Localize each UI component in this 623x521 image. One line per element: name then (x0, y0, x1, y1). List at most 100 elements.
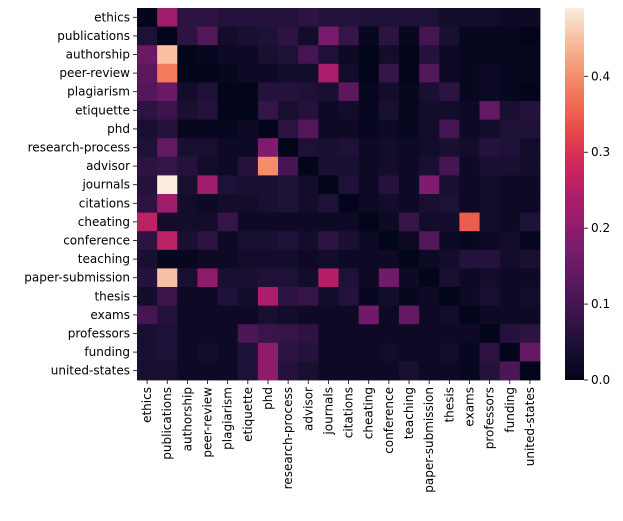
heatmap-cell (257, 138, 279, 158)
heatmap-cell (197, 45, 218, 65)
heatmap-cell (378, 82, 400, 102)
heatmap-cell (177, 361, 198, 381)
heatmap-cell (137, 26, 158, 46)
heatmap-cell (318, 156, 339, 176)
heatmap-cell (479, 119, 501, 139)
heatmap-cell (459, 361, 480, 381)
heatmap-cell (459, 212, 480, 232)
heatmap-cell (459, 305, 480, 325)
heatmap-cell (398, 45, 420, 65)
heatmap-cell (197, 268, 218, 288)
heatmap-cell (137, 342, 158, 362)
heatmap-cell (177, 175, 198, 195)
heatmap-cell (157, 101, 178, 120)
heatmap-cell (298, 175, 319, 195)
heatmap-cell (338, 8, 360, 27)
heatmap-cell (318, 175, 339, 195)
heatmap-cell (177, 287, 198, 306)
heatmap-cell (157, 194, 178, 213)
heatmap-cell (157, 138, 178, 158)
x-tick-label: cheating (362, 387, 376, 439)
y-tick-label: authorship (66, 48, 130, 62)
heatmap-cell (177, 305, 198, 325)
x-tick-label: funding (503, 387, 517, 433)
heatmap-cell (137, 45, 158, 65)
heatmap-cell (318, 63, 339, 83)
heatmap-cell (378, 212, 400, 232)
heatmap-cell (278, 268, 299, 288)
heatmap-cell (257, 119, 279, 139)
heatmap-cell (318, 8, 339, 27)
heatmap-cell (479, 249, 501, 269)
colorbar: 0.0 0.1 0.2 0.3 0.4 (565, 8, 610, 387)
heatmap-cell (237, 231, 259, 251)
heatmap-cell (519, 249, 541, 269)
heatmap-cell (298, 194, 319, 213)
heatmap-cell (419, 175, 440, 195)
heatmap-cell (278, 361, 299, 381)
heatmap-cell (419, 45, 440, 65)
heatmap-cell (358, 194, 380, 213)
heatmap-cell (298, 8, 319, 27)
heatmap-cell (157, 342, 178, 362)
heatmap-cell (479, 305, 501, 325)
heatmap-cell (137, 119, 158, 139)
y-tick-label: exams (90, 308, 130, 322)
heatmap-cell (257, 175, 279, 195)
heatmap-cell (398, 342, 420, 362)
heatmap-cell (439, 287, 460, 306)
heatmap-cell (519, 8, 541, 27)
heatmap-cell (177, 342, 198, 362)
heatmap-cell (519, 305, 541, 325)
heatmap-cell (499, 175, 521, 195)
heatmap-cell (217, 342, 239, 362)
heatmap-cell (137, 8, 158, 27)
heatmap-cell (217, 194, 239, 213)
heatmap-cell (338, 119, 360, 139)
heatmap-cell (197, 175, 218, 195)
heatmap-cell (257, 101, 279, 120)
heatmap-cell (459, 156, 480, 176)
heatmap-cell (358, 8, 380, 27)
heatmap-cell (257, 26, 279, 46)
heatmap-cell (499, 342, 521, 362)
heatmap-cell (318, 342, 339, 362)
heatmap-cell (197, 212, 218, 232)
heatmap-cell (257, 194, 279, 213)
heatmap-cell (358, 287, 380, 306)
heatmap-cell (157, 231, 178, 251)
x-tick-label: teaching (402, 387, 416, 439)
heatmap-cell (519, 324, 541, 344)
heatmap-cell (137, 82, 158, 102)
y-tick-label: united-states (51, 364, 130, 378)
heatmap-cell (298, 82, 319, 102)
heatmap-cell (398, 119, 420, 139)
heatmap-cell (278, 8, 299, 27)
heatmap-cell (398, 63, 420, 83)
heatmap-cell (519, 194, 541, 213)
heatmap-cell (479, 268, 501, 288)
heatmap-cell (519, 212, 541, 232)
heatmap-cell (197, 82, 218, 102)
heatmap-cell (459, 101, 480, 120)
heatmap-cell (398, 156, 420, 176)
heatmap-cell (459, 324, 480, 344)
heatmap-cell (419, 101, 440, 120)
y-tick-label: etiquette (75, 103, 130, 117)
heatmap-cell (237, 119, 259, 139)
heatmap-cell (398, 249, 420, 269)
y-tick-label: paper-submission (24, 271, 130, 285)
heatmap-cell (177, 212, 198, 232)
heatmap-cell (499, 249, 521, 269)
heatmap-cell (157, 287, 178, 306)
heatmap-cell (278, 175, 299, 195)
heatmap-cell (137, 268, 158, 288)
heatmap-cell (358, 101, 380, 120)
heatmap-cell (338, 156, 360, 176)
heatmap-cell (157, 305, 178, 325)
heatmap-cell (257, 287, 279, 306)
heatmap-cell (237, 45, 259, 65)
heatmap-cell (298, 249, 319, 269)
heatmap-cell (479, 156, 501, 176)
